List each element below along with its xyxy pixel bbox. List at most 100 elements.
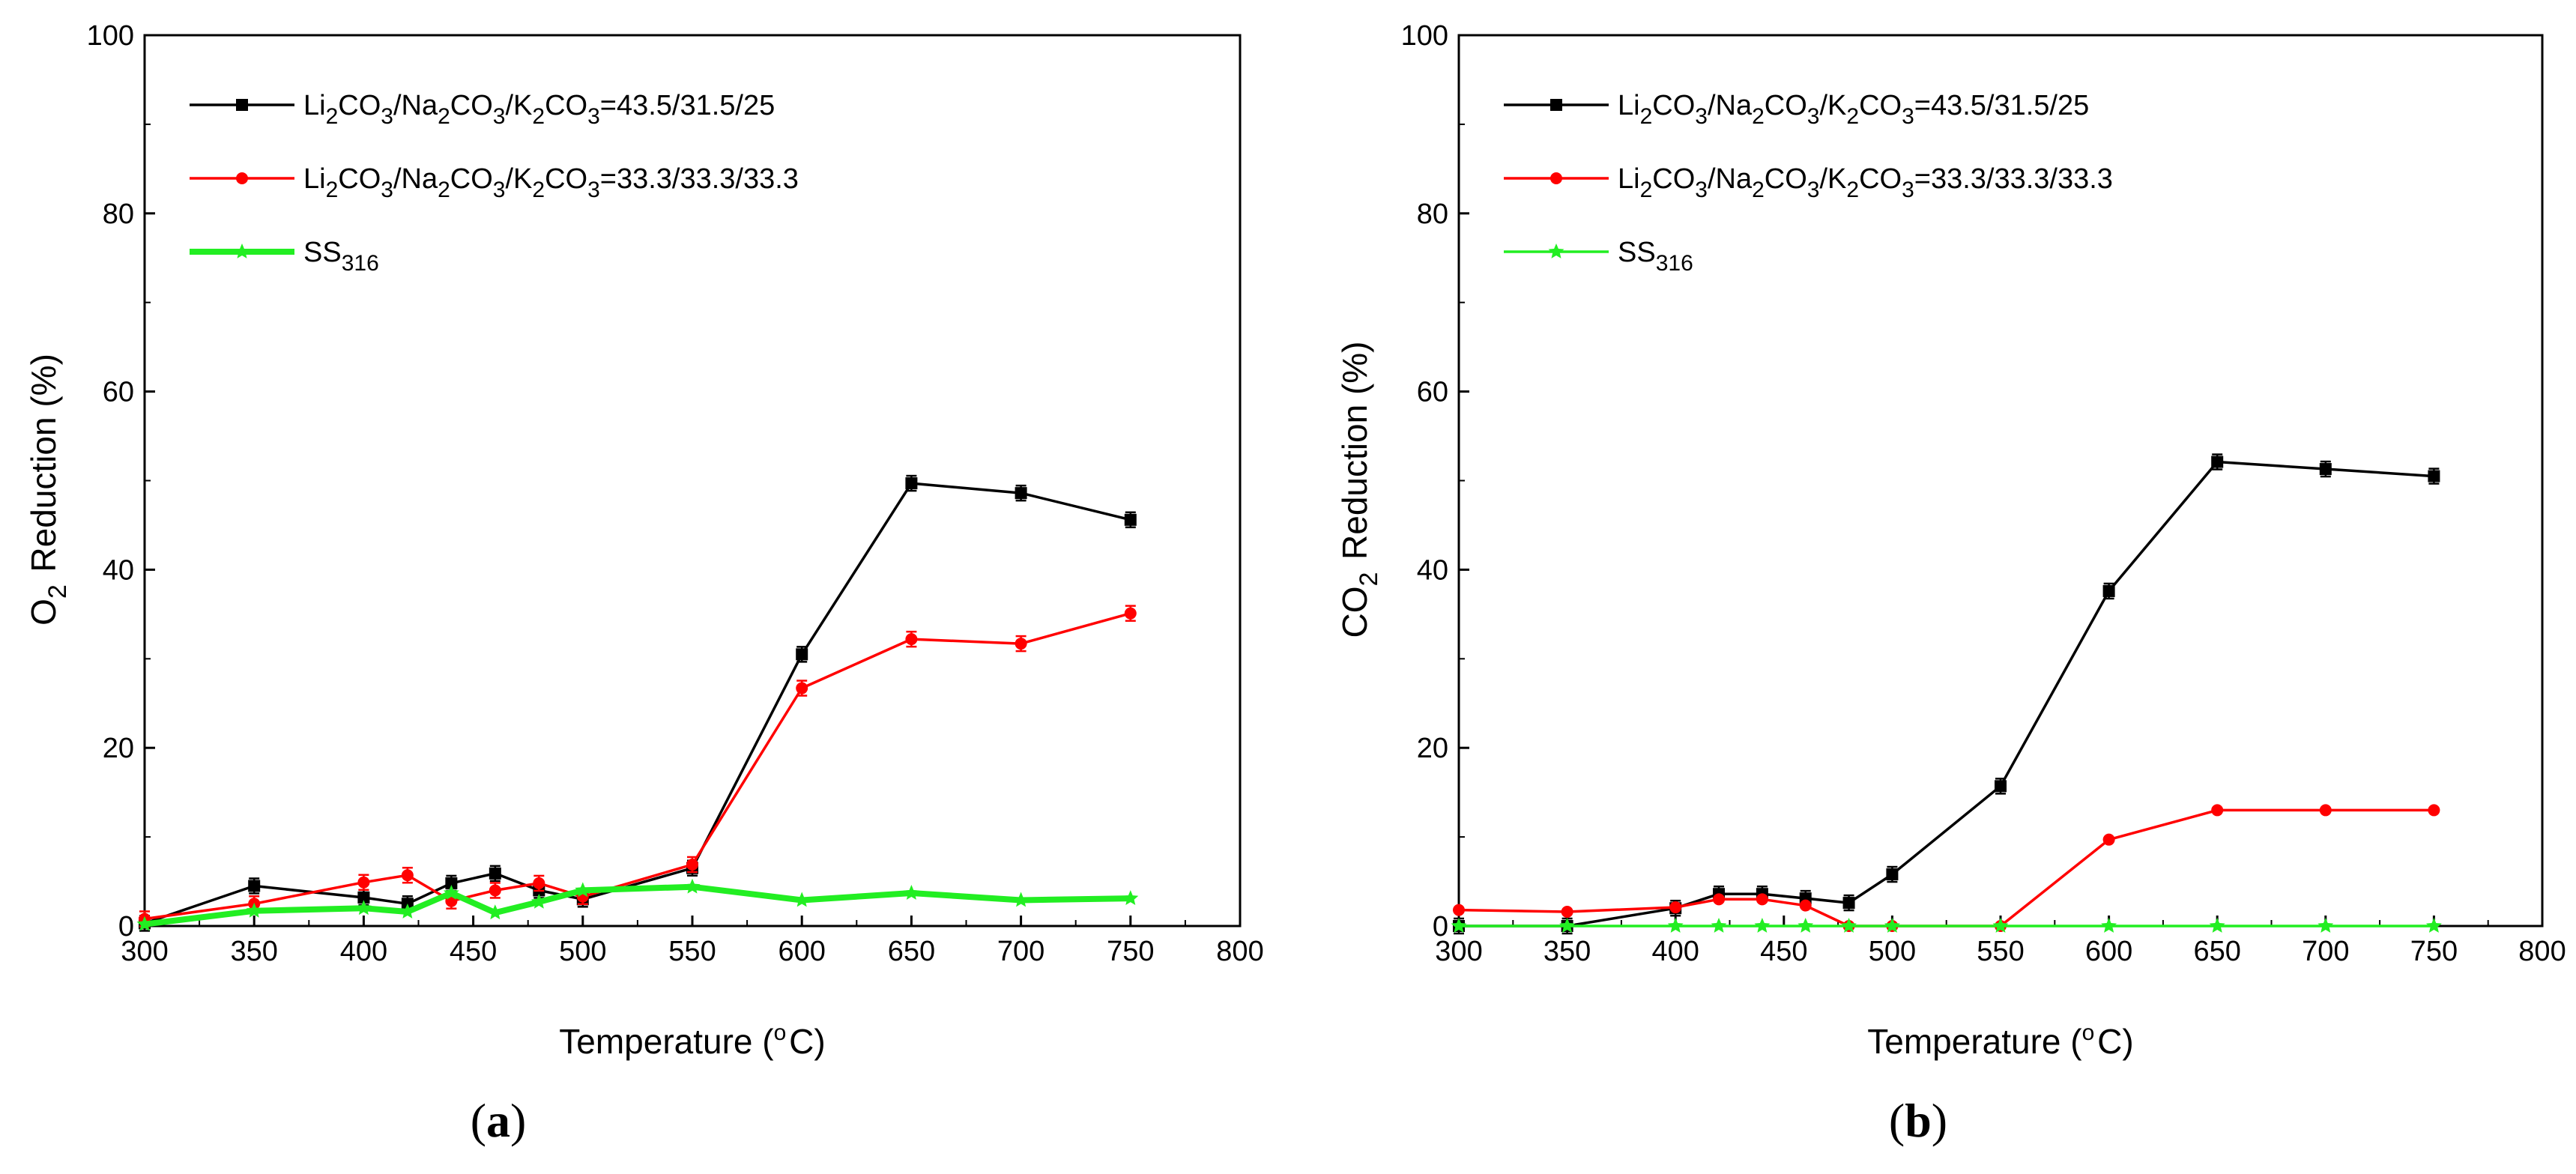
data-point bbox=[1015, 638, 1027, 650]
data-point bbox=[489, 868, 501, 880]
data-point bbox=[2318, 918, 2333, 933]
series-1 bbox=[1453, 455, 2440, 934]
data-point bbox=[686, 859, 698, 871]
legend: Li2CO3/Na2CO3/K2CO3=43.5/31.5/25 Li2CO3/N… bbox=[1504, 90, 2113, 276]
legend: Li2CO3/Na2CO3/K2CO3=43.5/31.5/25 Li2CO3/N… bbox=[190, 90, 799, 276]
panel-label: (b) bbox=[1889, 1094, 1947, 1147]
data-point bbox=[248, 880, 260, 892]
series-line bbox=[145, 483, 1131, 923]
data-point bbox=[2428, 470, 2440, 482]
data-point bbox=[1669, 901, 1681, 913]
data-point bbox=[1711, 918, 1727, 933]
data-point bbox=[487, 904, 503, 919]
data-point bbox=[796, 683, 808, 695]
data-point bbox=[2101, 918, 2117, 933]
series-2 bbox=[1453, 804, 2440, 932]
legend-label: Li2CO3/Na2CO3/K2CO3=43.5/31.5/25 bbox=[303, 90, 775, 129]
data-point bbox=[1015, 487, 1027, 499]
data-point bbox=[1122, 890, 1138, 905]
data-point bbox=[2320, 804, 2332, 816]
x-tick-label: 400 bbox=[340, 936, 387, 967]
x-tick-label: 500 bbox=[1869, 936, 1916, 967]
y-tick-label: 40 bbox=[1417, 554, 1448, 586]
data-point bbox=[2211, 804, 2223, 816]
x-tick-label: 550 bbox=[668, 936, 716, 967]
data-point bbox=[1013, 892, 1029, 907]
data-point bbox=[2210, 918, 2225, 933]
x-tick-label: 800 bbox=[1216, 936, 1263, 967]
series-line bbox=[1459, 462, 2434, 927]
x-tick-label: 350 bbox=[230, 936, 277, 967]
x-tick-label: 650 bbox=[888, 936, 935, 967]
legend-marker bbox=[235, 243, 250, 258]
data-point bbox=[2428, 804, 2440, 816]
data-point bbox=[489, 884, 501, 896]
x-tick-label: 550 bbox=[1977, 936, 2024, 967]
data-point bbox=[685, 879, 701, 894]
y-tick-label: 60 bbox=[1417, 377, 1448, 408]
data-point bbox=[2211, 456, 2223, 468]
legend-label: Li2CO3/Na2CO3/K2CO3=33.3/33.3/33.3 bbox=[303, 163, 799, 202]
x-tick-label: 650 bbox=[2193, 936, 2240, 967]
x-tick-label: 350 bbox=[1544, 936, 1591, 967]
series-line bbox=[145, 887, 1131, 925]
data-point bbox=[1561, 906, 1573, 918]
y-tick-label: 100 bbox=[1401, 20, 1448, 52]
series-1 bbox=[139, 476, 1137, 931]
data-point bbox=[1800, 900, 1812, 912]
data-point bbox=[794, 892, 810, 907]
data-point bbox=[2320, 463, 2332, 475]
data-point bbox=[1843, 897, 1855, 909]
data-point bbox=[2103, 585, 2115, 597]
legend-marker bbox=[1550, 172, 1562, 184]
chart-panel-b: 300 350 400 450 500 550 600 650 700 750 800 0 20 40 60… bbox=[1335, 20, 2566, 1147]
series-line bbox=[1459, 810, 2434, 926]
data-point bbox=[1125, 608, 1137, 620]
x-tick-label: 700 bbox=[997, 936, 1044, 967]
legend-marker bbox=[1549, 243, 1564, 258]
y-axis-label: O2 Reduction (%) bbox=[24, 354, 72, 626]
legend-marker bbox=[236, 172, 248, 184]
y-tick-label: 100 bbox=[87, 20, 134, 52]
data-point bbox=[1668, 918, 1684, 933]
data-point bbox=[1713, 893, 1725, 905]
data-point bbox=[1125, 514, 1137, 526]
y-tick-label: 80 bbox=[103, 199, 134, 230]
x-tick-label: 500 bbox=[559, 936, 606, 967]
y-tick-label: 40 bbox=[103, 554, 134, 586]
x-tick-label: 750 bbox=[1107, 936, 1154, 967]
data-point bbox=[1886, 868, 1898, 880]
x-axis-label: Temperature (o C) bbox=[1867, 1020, 2133, 1061]
series-2 bbox=[139, 606, 1137, 927]
x-tick-label: 400 bbox=[1651, 936, 1699, 967]
y-tick-label: 20 bbox=[1417, 733, 1448, 764]
figure: 300 350 400 450 500 550 600 650 700 750 8000204060… bbox=[0, 0, 2576, 1174]
data-point bbox=[1995, 780, 2007, 792]
y-axis-label: CO2 Reduction (%) bbox=[1335, 341, 1383, 638]
data-point bbox=[1453, 904, 1465, 916]
legend-label: SS316 bbox=[303, 237, 379, 276]
data-point bbox=[796, 648, 808, 660]
data-point bbox=[357, 877, 369, 889]
y-tick-label: 20 bbox=[103, 733, 134, 764]
x-tick-label: 750 bbox=[2410, 936, 2458, 967]
data-point bbox=[905, 633, 917, 645]
x-tick-label: 800 bbox=[2518, 936, 2566, 967]
y-tick-label: 80 bbox=[1417, 199, 1448, 230]
legend-label: SS316 bbox=[1618, 237, 1693, 276]
x-tick-label: 600 bbox=[778, 936, 825, 967]
data-point bbox=[1754, 918, 1770, 933]
legend-label: Li2CO3/Na2CO3/K2CO3=43.5/31.5/25 bbox=[1618, 90, 2089, 129]
data-point bbox=[533, 877, 545, 889]
y-tick-label: 0 bbox=[1433, 911, 1448, 942]
x-tick-label: 450 bbox=[450, 936, 497, 967]
x-axis-label: Temperature (o C) bbox=[559, 1020, 825, 1061]
legend-marker bbox=[1550, 99, 1562, 111]
data-point bbox=[2426, 918, 2442, 933]
x-tick-label: 600 bbox=[2085, 936, 2132, 967]
series-line bbox=[145, 614, 1131, 919]
legend-marker bbox=[236, 99, 248, 111]
data-point bbox=[2103, 834, 2115, 846]
y-tick-label: 60 bbox=[103, 377, 134, 408]
data-point bbox=[1798, 918, 1813, 933]
